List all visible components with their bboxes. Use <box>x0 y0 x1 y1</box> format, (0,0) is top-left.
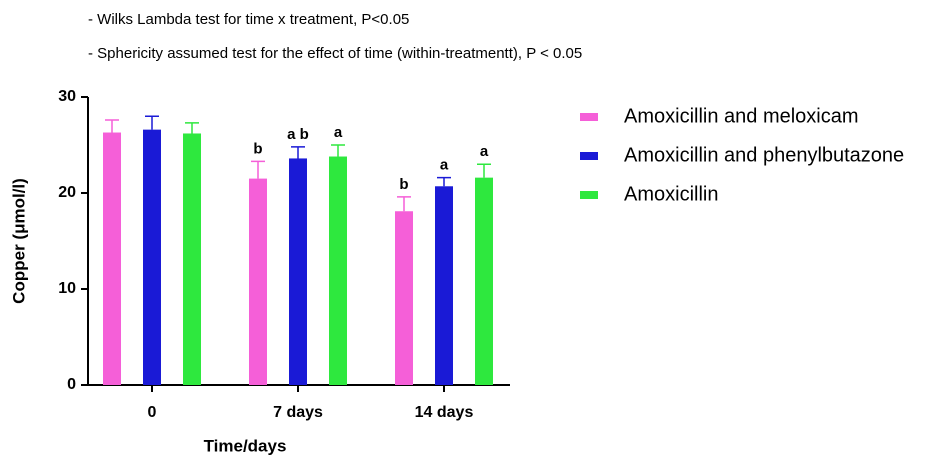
x-axis-label: Time/days <box>204 436 287 455</box>
bar <box>329 156 347 385</box>
bar <box>289 158 307 385</box>
y-axis-label: Copper (μmol/l) <box>9 178 28 304</box>
bar <box>183 133 201 385</box>
y-tick-label: 20 <box>58 184 76 201</box>
legend-swatch <box>580 113 598 121</box>
legend-label: Amoxicillin <box>624 183 718 205</box>
bar <box>475 177 493 385</box>
legend-swatch <box>580 191 598 199</box>
significance-label: a b <box>287 126 309 143</box>
note: - Sphericity assumed test for the effect… <box>88 45 582 62</box>
error-bar <box>185 122 199 134</box>
bar <box>395 211 413 385</box>
error-bar <box>331 144 345 157</box>
error-bar <box>105 119 119 133</box>
significance-label: b <box>399 176 408 193</box>
error-bar <box>477 163 491 178</box>
significance-label: a <box>440 157 449 174</box>
y-tick-label: 0 <box>67 376 76 393</box>
significance-label: a <box>480 143 489 160</box>
error-bar <box>397 196 411 212</box>
bar <box>143 129 161 385</box>
significance-label: b <box>253 140 262 157</box>
error-bar <box>145 115 159 130</box>
bar <box>249 178 267 385</box>
y-tick-label: 10 <box>58 280 76 297</box>
bar <box>103 132 121 385</box>
error-bar <box>437 176 451 187</box>
x-tick-label: 14 days <box>415 404 474 421</box>
y-tick-label: 30 <box>58 88 76 105</box>
x-tick-label: 0 <box>148 404 157 421</box>
bar <box>435 186 453 385</box>
x-tick-label: 7 days <box>273 404 323 421</box>
error-bar <box>291 146 305 159</box>
legend-label: Amoxicillin and phenylbutazone <box>624 144 904 166</box>
legend-label: Amoxicillin and meloxicam <box>624 105 859 127</box>
legend-swatch <box>580 152 598 160</box>
note: - Wilks Lambda test for time x treatment… <box>88 11 409 28</box>
error-bar <box>251 160 265 179</box>
significance-label: a <box>334 124 343 141</box>
